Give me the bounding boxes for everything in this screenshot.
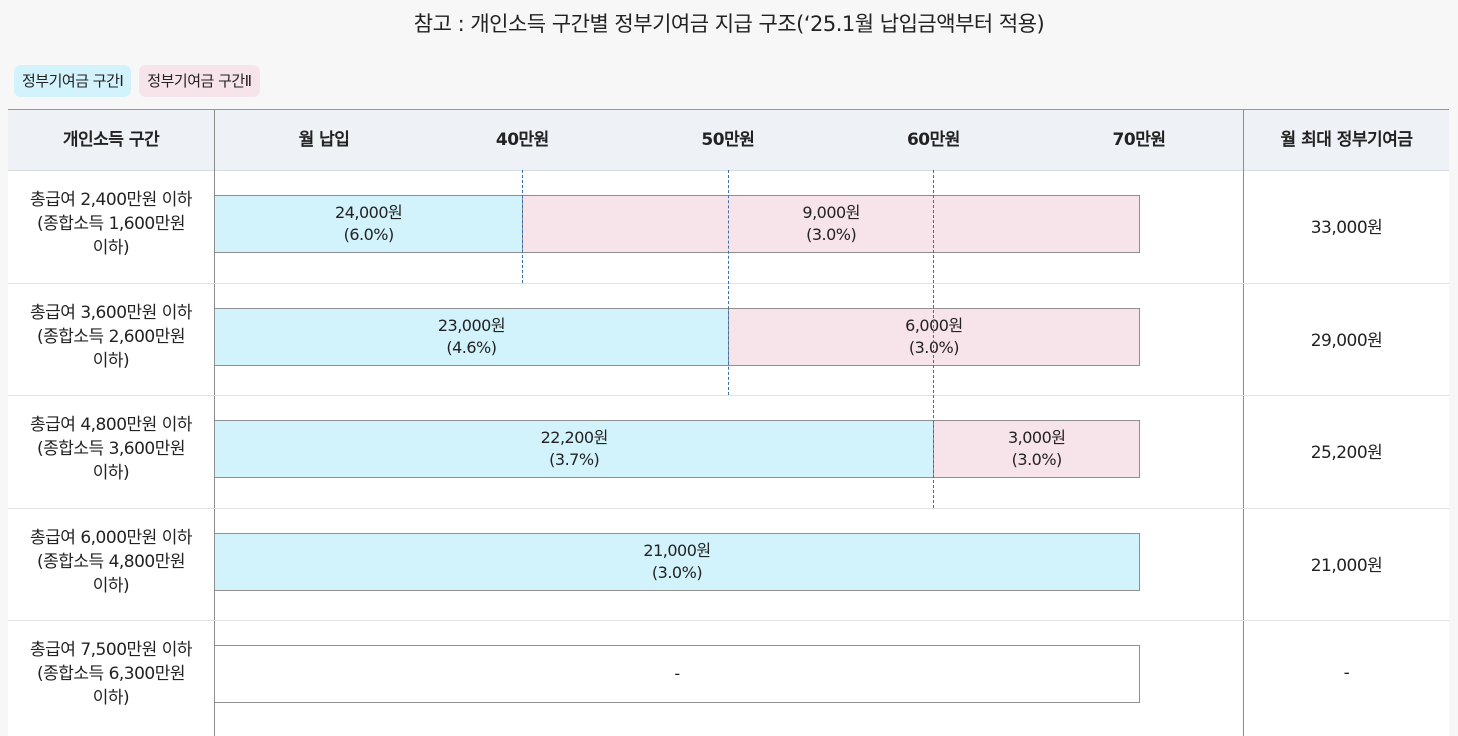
max-contribution-value: - — [1343, 663, 1350, 684]
bar-amount: 3,000원 — [1007, 428, 1066, 448]
legend-zone2: 정부기여금 구간Ⅱ — [139, 65, 260, 97]
page-title: 참고 : 개인소득 구간별 정부기여금 지급 구조(‘25.1월 납입금액부터 … — [413, 12, 1045, 36]
header-payment: 월 납입 — [298, 130, 350, 150]
tick-guide-line — [522, 170, 523, 283]
row-separator — [8, 507, 1449, 509]
bar-rate: (3.0%) — [651, 562, 703, 582]
bar-zone1: 24,000원 (6.0%) — [214, 195, 524, 253]
bar-rate: (3.0%) — [806, 225, 857, 244]
bar-amount: - — [674, 664, 680, 684]
income-bracket-line: (종합소득 6,300만원 — [36, 664, 186, 685]
bar-zone1: 21,000원 (3.0%) — [214, 532, 1140, 591]
bar-zone2: 9,000원 (3.0%) — [522, 195, 1140, 253]
legend-zone1: 정부기여금 구간Ⅰ — [14, 65, 132, 97]
tick-guide-line — [933, 170, 934, 508]
x-tick-label: 50만원 — [701, 130, 755, 150]
header-max: 월 최대 정부기여금 — [1280, 130, 1413, 150]
x-tick-label: 40만원 — [495, 130, 549, 150]
legend: 정부기여금 구간Ⅰ 정부기여금 구간Ⅱ — [14, 65, 260, 97]
bar-zone2: 3,000원 (3.0%) — [933, 420, 1140, 479]
bar-amount: 6,000원 — [905, 315, 963, 335]
income-bracket-line: 이하) — [92, 350, 130, 371]
max-contribution-value: 21,000원 — [1310, 555, 1383, 576]
income-bracket-line: 총급여 7,500만원 이하 — [30, 640, 192, 661]
bar-amount: 23,000원 — [437, 315, 506, 335]
income-bracket-line: 총급여 6,000만원 이하 — [30, 527, 192, 548]
col-divider-right — [1243, 110, 1244, 736]
row-separator — [8, 620, 1449, 622]
max-contribution-value: 29,000원 — [1310, 330, 1383, 351]
income-bracket-line: 이하) — [92, 463, 130, 484]
x-tick-label: 70만원 — [1112, 130, 1166, 150]
row-separator — [8, 395, 1449, 397]
bar-amount: 24,000원 — [335, 203, 403, 222]
income-bracket-line: (종합소득 2,600만원 — [36, 326, 186, 347]
income-bracket-line: 이하) — [92, 688, 130, 709]
header-income: 개인소득 구간 — [62, 130, 160, 150]
income-bracket-line: 총급여 4,800만원 이하 — [30, 415, 192, 436]
bar-rate: (3.0%) — [908, 337, 960, 357]
bar-rate: (3.7%) — [549, 450, 600, 470]
tick-guide-line — [728, 170, 729, 396]
bar-zone1: 22,200원 (3.7%) — [214, 420, 935, 479]
income-bracket-line: 이하) — [92, 238, 130, 258]
bar-rate: (6.0%) — [343, 225, 395, 244]
bar-zone1: 23,000원 (4.6%) — [214, 307, 729, 366]
max-contribution-value: 25,200원 — [1310, 443, 1383, 464]
bar-amount: 9,000원 — [802, 203, 860, 222]
income-bracket-line: (종합소득 1,600만원 — [36, 214, 186, 234]
income-bracket-line: 이하) — [92, 575, 130, 596]
income-bracket-line: (종합소득 3,600만원 — [36, 439, 186, 460]
table-header: 개인소득 구간 월 납입 월 최대 정부기여금 40만원 50만원 60만원 70만원 — [8, 110, 1449, 171]
max-contribution-value: 33,000원 — [1310, 218, 1383, 238]
income-bracket-line: 총급여 2,400만원 이하 — [30, 190, 192, 210]
bar-amount: 22,200원 — [540, 428, 609, 448]
bar-amount: 21,000원 — [643, 540, 711, 560]
contribution-table: 개인소득 구간 월 납입 월 최대 정부기여금 40만원 50만원 60만원 70만원… — [8, 109, 1449, 736]
bar-rate: (3.0%) — [1011, 450, 1063, 470]
income-bracket-line: (종합소득 4,800만원 — [36, 551, 186, 572]
x-tick-label: 60만원 — [906, 130, 960, 150]
bar-none: - — [214, 645, 1140, 704]
income-bracket-line: 총급여 3,600만원 이하 — [30, 302, 192, 323]
bar-rate: (4.6%) — [446, 337, 497, 357]
